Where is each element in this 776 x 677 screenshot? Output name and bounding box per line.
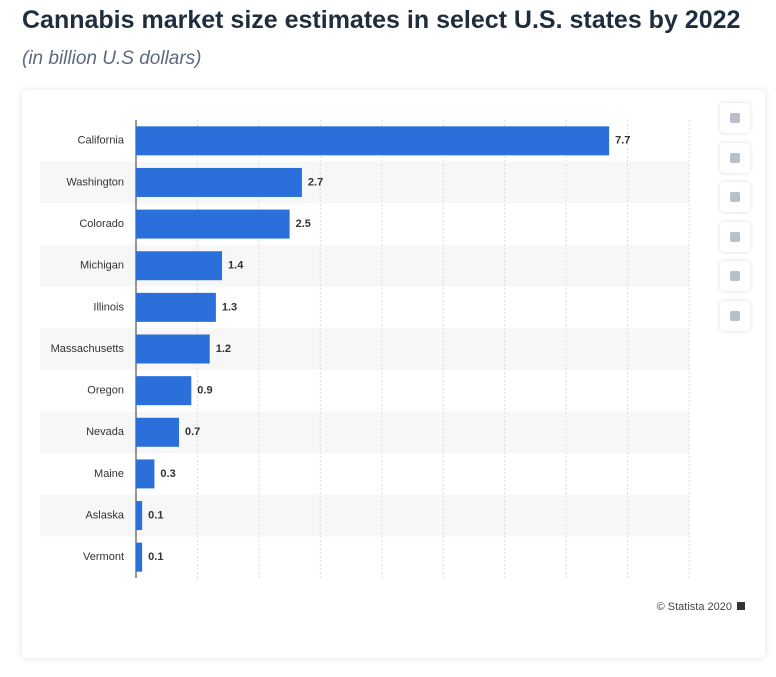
y-tick-label: Massachusetts [51, 343, 125, 355]
value-label: 0.7 [185, 426, 200, 438]
value-label: 7.7 [615, 135, 630, 147]
bar [136, 209, 290, 239]
bar [136, 167, 302, 197]
y-tick-label: Illinois [93, 301, 124, 313]
source: © Statista 2020 [657, 601, 732, 613]
row-stripe [40, 494, 689, 537]
y-tick-label: Nevada [86, 426, 125, 438]
favorite-button[interactable] [720, 103, 750, 133]
y-tick-label: Oregon [87, 385, 124, 397]
value-label: 0.1 [148, 509, 163, 521]
value-label: 0.3 [160, 468, 175, 480]
bar [136, 251, 223, 281]
bar [136, 459, 155, 489]
chart-subtitle: (in billion U.S dollars) [22, 48, 202, 69]
value-label: 2.5 [296, 218, 311, 230]
bar [136, 417, 180, 447]
print-button[interactable] [720, 300, 750, 331]
y-tick-label: Maine [94, 468, 124, 480]
toolbar [720, 103, 750, 340]
value-label: 1.3 [222, 301, 237, 313]
bar [136, 334, 210, 364]
bar [136, 376, 192, 406]
y-tick-label: Michigan [80, 260, 124, 272]
chart-title: Cannabis market size estimates in select… [22, 6, 741, 34]
value-label: 0.9 [197, 385, 212, 397]
y-tick-label: Colorado [79, 218, 124, 230]
share-button[interactable] [720, 221, 750, 252]
bar [136, 542, 143, 572]
cite-button[interactable] [720, 261, 750, 291]
bar [136, 292, 216, 322]
notify-button[interactable] [720, 142, 750, 173]
y-tick-label: Vermont [83, 551, 124, 563]
flag-icon [737, 602, 745, 610]
bar [136, 126, 610, 156]
value-label: 0.1 [148, 551, 163, 563]
y-tick-label: Washington [66, 176, 124, 188]
y-tick-label: Aslaska [85, 509, 124, 521]
value-label: 2.7 [308, 176, 323, 188]
settings-button[interactable] [720, 182, 750, 212]
y-tick-label: California [78, 135, 125, 147]
value-label: 1.4 [228, 260, 244, 272]
bar [136, 501, 143, 531]
value-label: 1.2 [216, 343, 231, 355]
